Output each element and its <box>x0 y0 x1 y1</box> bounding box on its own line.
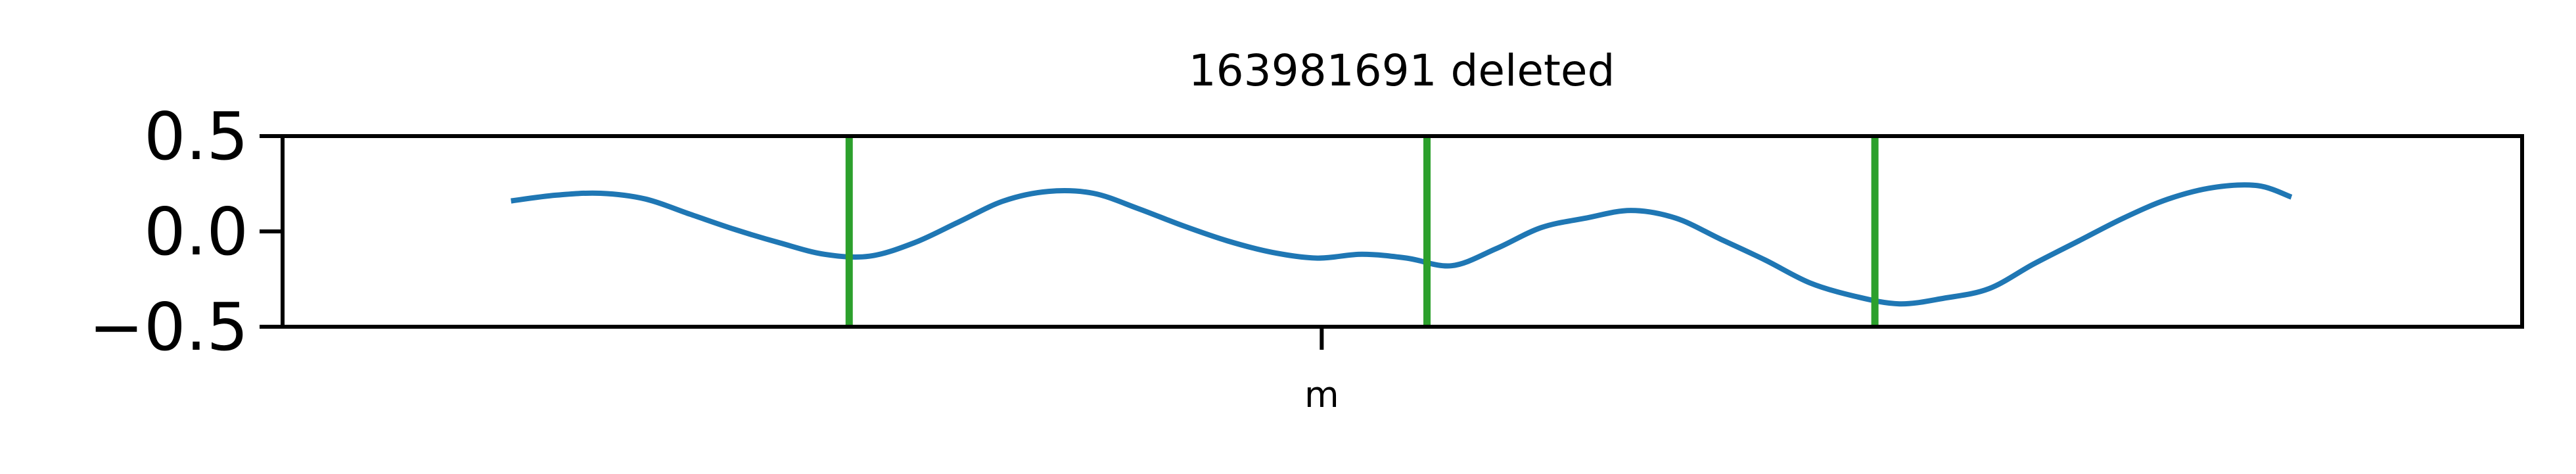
series-line-0 <box>511 182 2293 307</box>
plot-area: 0.5 0.0 −0.5 m <box>89 98 2293 415</box>
x-tick-label-0: m <box>1304 374 1339 415</box>
y-tick-label-1: 0.0 <box>144 193 248 270</box>
y-tick-label-0: 0.5 <box>144 98 248 175</box>
axes-frame <box>281 134 2524 329</box>
chart-title: 163981691 deleted <box>1189 45 1615 96</box>
y-tick-label-2: −0.5 <box>89 289 248 366</box>
